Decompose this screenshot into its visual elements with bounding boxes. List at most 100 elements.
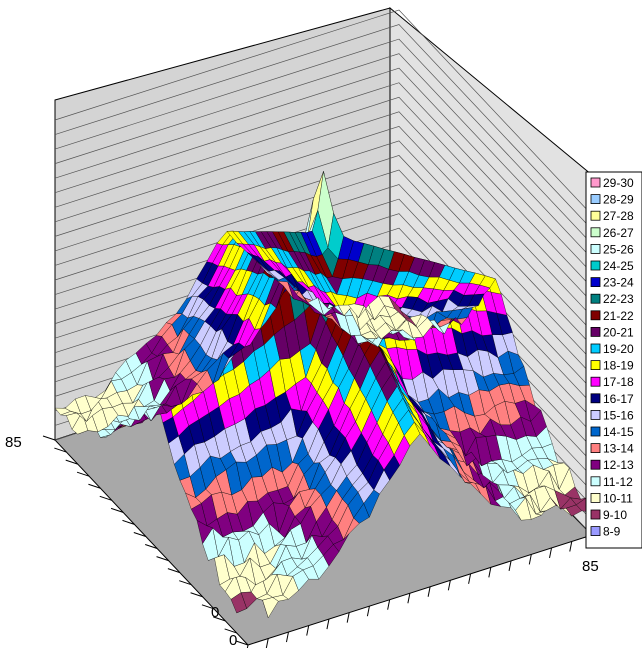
wall-gridline — [54, 111, 593, 318]
x-axis-tick — [447, 580, 451, 591]
legend-label: 17-18 — [603, 375, 634, 389]
y-axis-tick — [145, 544, 158, 550]
x-axis-max-label: 85 — [582, 558, 599, 575]
x-axis-tick — [508, 560, 512, 571]
x-axis-tick — [346, 612, 350, 623]
legend-label: 11-12 — [603, 475, 633, 489]
legend-swatch — [590, 492, 601, 503]
legend-label: 29-30 — [603, 176, 634, 190]
x-axis-tick — [366, 606, 370, 617]
legend-label: 27-28 — [603, 209, 634, 223]
y-axis-tick — [213, 616, 226, 622]
legend-label: 13-14 — [603, 442, 634, 456]
legend-label: 19-20 — [603, 342, 634, 356]
wall-gridline — [54, 9, 593, 216]
y-axis-tick — [76, 471, 90, 477]
legend-label: 10-11 — [603, 491, 633, 505]
legend-label: 18-19 — [603, 359, 634, 373]
legend-label: 26-27 — [603, 226, 634, 240]
legend-swatch — [590, 326, 601, 337]
y-axis-tick — [54, 447, 67, 453]
y-axis-tick — [201, 604, 215, 610]
legend-swatch — [590, 293, 601, 304]
x-axis-tick — [326, 619, 330, 630]
legend-label: 16-17 — [603, 392, 634, 406]
legend-swatch — [590, 443, 601, 454]
x-axis-tick — [468, 573, 472, 584]
surface-cell — [388, 296, 405, 319]
legend-swatch — [590, 310, 601, 321]
wall-gridline — [54, 67, 593, 274]
legend-swatch — [590, 476, 601, 487]
y-axis-tick — [42, 435, 56, 441]
legend-swatch — [590, 459, 601, 470]
y-axis-tick — [122, 519, 135, 525]
surface-layer — [54, 170, 593, 619]
legend-label: 24-25 — [603, 259, 634, 273]
legend-swatch — [590, 227, 601, 238]
x-axis-tick — [387, 599, 391, 610]
wall-gridline — [54, 125, 593, 332]
wall-gridline — [54, 213, 593, 419]
wall-gridline — [54, 155, 593, 361]
legend-swatch — [590, 210, 601, 221]
y-axis-tick — [110, 507, 124, 513]
legend-swatch — [590, 509, 601, 520]
legend-swatch — [590, 177, 601, 188]
legend-label: 9-10 — [603, 508, 627, 522]
legend-label: 12-13 — [603, 458, 634, 472]
legend-label: 23-24 — [603, 276, 634, 290]
y-axis-min-label: 0 — [211, 604, 219, 621]
legend-swatch — [590, 526, 601, 536]
legend-swatch — [590, 260, 601, 271]
legend-label: 15-16 — [603, 408, 634, 422]
legend-swatch — [590, 360, 601, 371]
legend-label: 21-22 — [603, 309, 634, 323]
y-axis-tick — [235, 640, 249, 646]
wall-gridline — [54, 198, 593, 405]
x-axis-tick — [265, 638, 269, 649]
y-axis-tick — [156, 556, 169, 562]
wall-gridline — [54, 96, 593, 303]
x-axis-tick — [488, 567, 492, 578]
wall-gridline — [54, 53, 593, 259]
legend-label: 28-29 — [603, 193, 634, 207]
y-axis-tick — [65, 459, 78, 465]
y-axis-tick — [167, 568, 181, 574]
wall-gridline — [54, 38, 593, 245]
legend-swatch — [590, 277, 601, 288]
x-axis-tick — [427, 586, 431, 597]
y-axis-tick — [179, 580, 192, 586]
legend-label: 14-15 — [603, 425, 634, 439]
wall-gridline — [54, 140, 593, 347]
y-axis-max-label: 85 — [5, 434, 22, 451]
legend-swatch — [590, 426, 601, 437]
wall-gridline — [54, 184, 593, 390]
legend-label: 20-21 — [603, 325, 634, 339]
y-axis-tick — [224, 628, 237, 634]
wall-gridline — [54, 24, 593, 230]
legend-swatch — [590, 243, 601, 254]
x-axis-min-label: 0 — [229, 632, 237, 648]
legend-label: 25-26 — [603, 242, 634, 256]
legend-label: 22-23 — [603, 292, 634, 306]
legend-swatch — [590, 376, 601, 387]
legend-swatch — [590, 393, 601, 404]
x-axis-tick — [528, 554, 532, 565]
x-axis-tick — [407, 593, 411, 604]
legend: 29-30 28-29 27-28 26-27 25-26 24-25 23-24 22-23… — [585, 171, 642, 549]
x-axis-tick — [306, 625, 310, 636]
x-axis-tick — [549, 547, 553, 559]
x-axis-tick — [569, 541, 573, 552]
wall-gridline — [54, 82, 593, 288]
wall-gridline — [54, 227, 593, 434]
y-axis-tick — [99, 495, 112, 501]
legend-label: 8-9 — [603, 525, 621, 539]
legend-swatch — [590, 194, 601, 205]
y-axis-tick — [190, 592, 203, 598]
y-axis-tick — [88, 483, 101, 489]
y-axis-tick — [133, 531, 146, 537]
wall-gridline — [54, 169, 593, 376]
